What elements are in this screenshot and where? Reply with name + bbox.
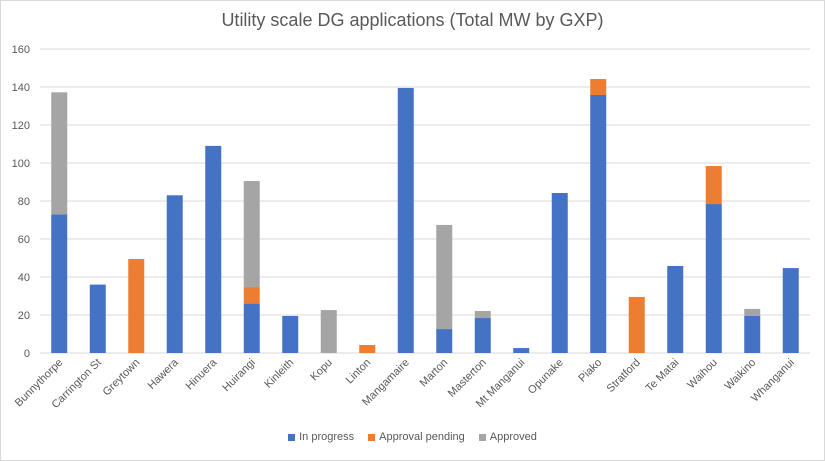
x-tick-label: Marton — [418, 357, 451, 390]
legend-item: Approved — [478, 431, 537, 443]
bar-in-progress — [205, 145, 222, 353]
legend-label: Approved — [489, 431, 537, 443]
legend-label: Approval pending — [379, 431, 465, 443]
legend-swatch — [288, 433, 296, 441]
x-tick-label: Hinuera — [184, 356, 220, 392]
x-tick-label: Greytown — [101, 357, 143, 399]
bar-approval-pending — [705, 166, 722, 205]
bar-in-progress — [89, 284, 106, 353]
bar-approval-pending — [590, 79, 607, 95]
bar-in-progress — [243, 303, 260, 353]
bar-approval-pending — [628, 296, 645, 353]
y-tick-label: 20 — [18, 310, 30, 322]
bar-in-progress — [744, 315, 761, 353]
y-tick-label: 120 — [12, 120, 30, 132]
x-tick-label: Huirangi — [220, 357, 257, 394]
y-tick-label: 160 — [12, 44, 30, 56]
x-tick-label: Stratford — [605, 357, 643, 395]
x-tick-label: Piako — [576, 357, 604, 385]
bar-in-progress — [667, 265, 684, 353]
y-tick-label: 80 — [18, 196, 30, 208]
chart-title: Utility scale DG applications (Total MW … — [221, 10, 604, 30]
y-tick-label: 140 — [12, 82, 30, 94]
x-tick-label: Linton — [344, 357, 374, 387]
legend-item: In progress — [288, 431, 354, 443]
bar-approved — [320, 310, 337, 353]
y-tick-label: 0 — [24, 348, 30, 360]
legend-swatch — [478, 433, 486, 441]
bar-in-progress — [551, 193, 568, 353]
bar-in-progress — [590, 94, 607, 353]
x-tick-label: Waihou — [685, 357, 720, 392]
bar-in-progress — [474, 318, 491, 353]
legend: In progress Approval pending Approved — [0, 431, 825, 443]
bar-in-progress — [513, 348, 530, 353]
bar-approved — [436, 224, 453, 330]
bar-in-progress — [282, 315, 299, 353]
legend-item: Approval pending — [368, 431, 465, 443]
bar-approval-pending — [243, 287, 260, 304]
x-tick-label: Kinleith — [262, 357, 296, 391]
bar-approval-pending — [359, 345, 376, 353]
y-tick-label: 100 — [12, 158, 30, 170]
x-tick-label: Kopu — [308, 357, 335, 384]
legend-swatch — [368, 433, 376, 441]
x-tick-label: Te Matai — [643, 357, 681, 395]
x-tick-label: Hawera — [146, 356, 182, 392]
legend-label: In progress — [299, 431, 355, 443]
y-tick-label: 60 — [18, 234, 30, 246]
bar-in-progress — [166, 195, 183, 353]
x-tick-label: Waikino — [723, 357, 759, 393]
bar-in-progress — [51, 214, 68, 353]
bar-approved — [744, 308, 761, 316]
bar-approval-pending — [128, 258, 145, 353]
bar-in-progress — [782, 268, 799, 353]
bar-approved — [51, 92, 68, 215]
bar-in-progress — [397, 87, 414, 353]
bar-in-progress — [705, 204, 722, 353]
x-tick-label: Opunake — [526, 357, 566, 397]
bar-approved — [243, 181, 260, 288]
y-tick-label: 40 — [18, 272, 30, 284]
bar-approved — [474, 311, 491, 319]
bar-in-progress — [436, 329, 453, 353]
